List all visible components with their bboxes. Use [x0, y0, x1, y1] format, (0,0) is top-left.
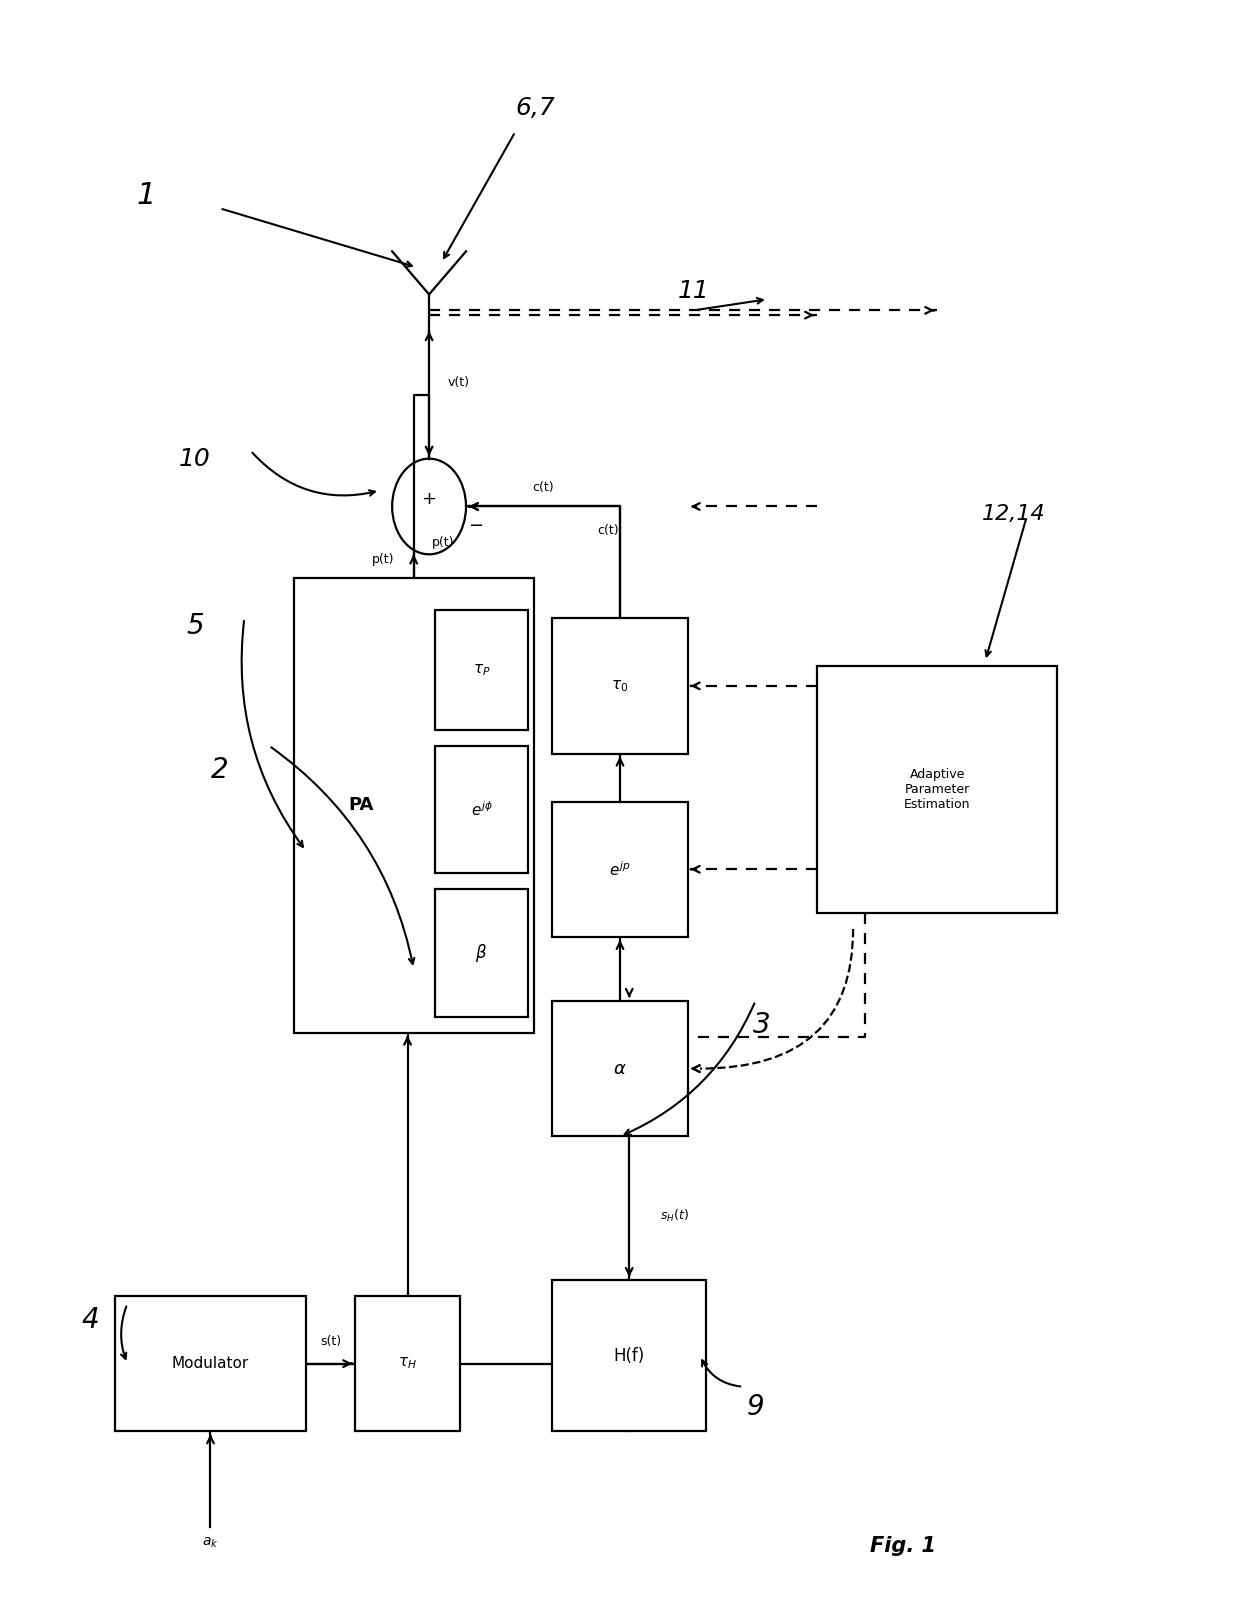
Bar: [552, 1000, 688, 1137]
Text: Adaptive
Parameter
Estimation: Adaptive Parameter Estimation: [904, 768, 971, 811]
Text: $\alpha$: $\alpha$: [614, 1060, 626, 1077]
Text: p(t): p(t): [433, 535, 455, 548]
Text: 1: 1: [136, 181, 155, 210]
Text: 3: 3: [753, 1011, 770, 1039]
Text: 4: 4: [82, 1306, 99, 1334]
Text: 11: 11: [678, 279, 709, 303]
Bar: [355, 1295, 460, 1431]
Text: $e^{jp}$: $e^{jp}$: [609, 859, 631, 878]
Bar: [435, 890, 528, 1016]
Text: H(f): H(f): [614, 1347, 645, 1364]
Text: $s_H(t)$: $s_H(t)$: [660, 1209, 689, 1225]
Text: p(t): p(t): [372, 553, 394, 566]
Text: $e^{j\phi}$: $e^{j\phi}$: [470, 800, 492, 819]
Text: c(t): c(t): [596, 524, 619, 537]
Text: Modulator: Modulator: [172, 1356, 249, 1371]
Text: c(t): c(t): [532, 481, 554, 494]
Bar: [817, 665, 1058, 914]
Text: $\tau_0$: $\tau_0$: [611, 678, 629, 694]
Text: $\tau_H$: $\tau_H$: [398, 1356, 417, 1372]
Text: $\beta$: $\beta$: [475, 943, 487, 963]
Text: 6,7: 6,7: [516, 96, 556, 120]
Bar: [435, 611, 528, 729]
Text: PA: PA: [348, 797, 374, 814]
Text: s(t): s(t): [320, 1335, 341, 1348]
Text: −: −: [469, 516, 484, 535]
Text: $a_k$: $a_k$: [202, 1536, 218, 1550]
Text: v(t): v(t): [448, 377, 470, 390]
Text: 12,14: 12,14: [982, 505, 1047, 524]
Text: 10: 10: [180, 447, 211, 471]
Text: 9: 9: [746, 1393, 764, 1422]
Text: Fig. 1: Fig. 1: [870, 1536, 936, 1557]
Text: +: +: [422, 489, 436, 508]
Bar: [552, 1279, 707, 1431]
Bar: [115, 1295, 306, 1431]
Bar: [294, 579, 533, 1032]
Bar: [552, 802, 688, 938]
Text: 5: 5: [186, 612, 203, 640]
Bar: [552, 619, 688, 753]
Text: $\tau_P$: $\tau_P$: [472, 662, 490, 678]
Text: 2: 2: [211, 755, 228, 784]
Bar: [435, 745, 528, 874]
